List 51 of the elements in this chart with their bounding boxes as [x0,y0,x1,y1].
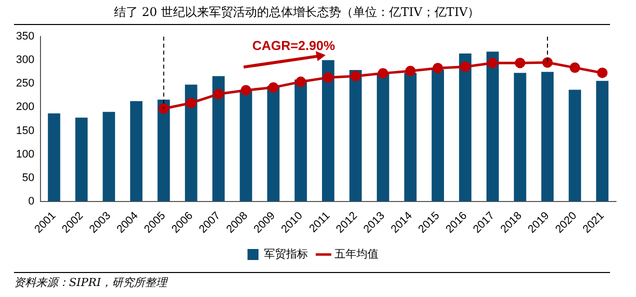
point [542,57,553,68]
point [432,62,444,74]
y-tick-label: 200 [16,101,34,114]
bar [349,70,362,202]
bar [75,118,88,202]
bar [102,112,116,202]
legend-label: 军贸指标 [264,248,308,261]
bar [158,100,170,202]
point [460,61,470,72]
bar [48,113,60,202]
legend-label: 五年均值 [334,248,378,261]
bar [184,84,198,202]
point [322,72,334,83]
annotation: CAGR=2.90% [252,38,336,54]
y-tick-label: 150 [16,124,34,137]
point [186,98,196,108]
bar [541,72,554,202]
y-tick-label: 100 [16,148,34,160]
bar [568,90,582,202]
point [158,103,169,114]
bar [294,79,307,202]
point [405,66,416,76]
bar [376,73,390,202]
point [268,82,279,93]
bar [322,60,334,202]
y-tick-label: 0 [28,195,34,208]
point [378,68,388,79]
bar [212,76,225,202]
bar [486,52,499,202]
bar [267,86,280,202]
point [570,62,580,73]
bar [432,70,444,202]
bar [240,90,252,202]
chart-title: 结了 20 世纪以来军贸活动的总体增长态势（单位：亿TIV；亿TIV） [14,4,610,25]
point [514,58,526,68]
y-tick-label: 300 [16,54,34,66]
point [240,85,252,96]
point [296,76,306,88]
y-tick-label: 350 [16,30,34,43]
bar [459,54,472,202]
y-tick-label: 250 [16,78,34,90]
point [597,68,608,78]
bar [130,101,142,202]
y-tick-label: 50 [22,172,34,184]
point [487,58,498,68]
bar [404,72,417,202]
text: 资料来源：SIPRI，研究所整理 [14,272,610,290]
point [350,70,361,82]
point [213,88,224,100]
bar [596,80,608,202]
bar [514,72,526,202]
